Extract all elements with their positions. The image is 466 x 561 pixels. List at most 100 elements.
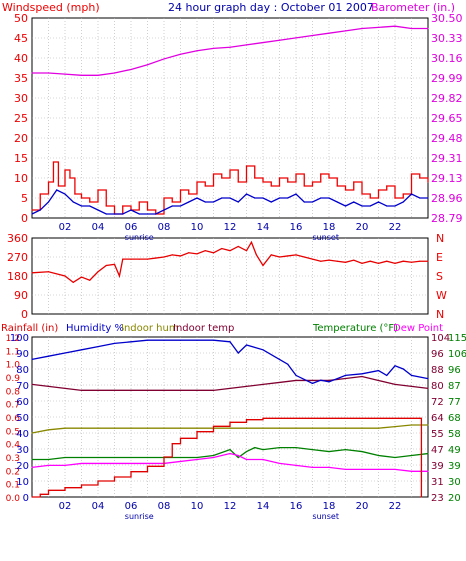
- windspeed-line-point: [130, 209, 132, 211]
- temp-y-tick-right: 77: [448, 397, 461, 408]
- dewpoint-line-point: [196, 458, 198, 461]
- gust-line-point: [188, 193, 190, 195]
- humidity-line-point: [311, 382, 314, 384]
- indoor-hum-line-point: [97, 427, 99, 429]
- windspeed-line-point: [72, 201, 74, 203]
- humidity-line-point: [47, 355, 50, 357]
- humidity-line-point: [386, 374, 388, 376]
- sunrise-label-bottom: sunrise: [125, 512, 154, 521]
- windspeed-line-point: [155, 213, 157, 215]
- barometer-line-point: [196, 50, 198, 52]
- dewpoint-line-point: [377, 468, 380, 470]
- windspeed-line-point: [287, 197, 289, 199]
- direction-line-point: [255, 254, 257, 256]
- indoor-hum-line-point: [64, 427, 66, 429]
- dir-y-tick: 360: [7, 232, 28, 245]
- humidity-line-point: [163, 339, 165, 341]
- humidity-y-tick: 70: [16, 381, 29, 392]
- temperature-line-point: [295, 447, 297, 449]
- indoor-temp-line-point: [229, 387, 231, 389]
- direction-line-point: [394, 262, 396, 264]
- indoor-temp-line-point: [328, 379, 330, 382]
- temperature-line-point: [262, 448, 264, 451]
- direction-line-point: [163, 256, 165, 258]
- bottom-x-tick: 04: [92, 501, 105, 512]
- barometer-line-point: [97, 74, 99, 76]
- indoor-hum-line-point: [245, 427, 248, 429]
- indoor-hum-line-point: [262, 427, 264, 429]
- rainfall-line-point: [113, 476, 116, 478]
- indoor-hum-line-point: [278, 427, 281, 429]
- direction-line-point: [229, 250, 231, 252]
- indoor-temp-line-point: [130, 389, 132, 391]
- direction-line-point: [295, 254, 297, 256]
- windspeed-line-point: [344, 205, 347, 207]
- top-x-tick: 20: [356, 222, 369, 233]
- indoor-hum-line-point: [427, 424, 429, 426]
- temperature-line-point: [410, 454, 413, 457]
- temp-y-tick-right: 58: [448, 429, 461, 440]
- windspeed-line-point: [89, 205, 91, 207]
- barometer-line-point: [394, 25, 396, 27]
- rainfall-line-point: [130, 471, 132, 473]
- rain-y-tick: 0.8: [6, 387, 21, 397]
- temperature-line-point: [196, 456, 198, 459]
- direction-line-point: [237, 245, 239, 248]
- rain-y-tick: 0.7: [6, 401, 20, 411]
- baro-y-tick: 29.99: [431, 72, 463, 85]
- indoor-temp-line-point: [163, 389, 165, 391]
- windspeed-line-point: [39, 209, 41, 211]
- gust-line-point: [163, 197, 165, 199]
- top-x-tick: 12: [224, 222, 237, 233]
- indoor-temp-line-point: [64, 387, 66, 389]
- direction-line-point: [130, 258, 132, 260]
- indoor-temp-line-point: [344, 377, 347, 380]
- baro-y-tick: 29.65: [431, 112, 463, 125]
- direction-line-point: [105, 264, 107, 267]
- rainfall-line-point: [361, 417, 363, 419]
- indoor-hum-line-point: [344, 427, 347, 429]
- wind-axis-title: Windspeed (mph): [2, 1, 100, 14]
- baro-y-tick: 30.33: [431, 32, 463, 45]
- indoor-hum-line-point: [394, 426, 396, 428]
- indoor-temp-line-point: [311, 379, 314, 382]
- rainfall-line-point: [295, 417, 297, 419]
- chart-title: 24 hour graph day : October 01 2007: [168, 1, 374, 14]
- temp-y-tick-left: 31: [431, 477, 444, 488]
- windspeed-line-point: [402, 201, 404, 203]
- humidity-line-point: [344, 374, 347, 376]
- humidity-y-tick: 30: [16, 445, 29, 456]
- gust-line-point: [361, 193, 363, 195]
- gust-line-point: [52, 161, 55, 163]
- barometer-line-point: [31, 72, 33, 74]
- axis-tick-labels: 0 5 10 15 20 25 30 35 40 45 50 28.79 28.96 29.13 29.31…: [6, 12, 466, 521]
- dewpoint-line-point: [64, 464, 66, 466]
- humidity-y-tick: 0: [23, 493, 29, 504]
- barometer-line-point: [130, 68, 132, 71]
- indoor-hum-line-point: [80, 427, 83, 429]
- wind-y-tick: 5: [21, 192, 28, 205]
- temp-y-tick-left: 72: [431, 397, 444, 408]
- indoor-temp-line-point: [31, 383, 33, 386]
- dewpoint-line-point: [361, 468, 363, 470]
- direction-line-point: [97, 271, 99, 273]
- direction-line-point: [336, 260, 338, 262]
- indoor-hum-line-point: [311, 427, 314, 429]
- windspeed-line-point: [336, 201, 338, 203]
- rainfall-line-point: [229, 421, 231, 423]
- rainfall-line-point: [419, 417, 421, 419]
- baro-y-tick: 28.79: [431, 212, 463, 225]
- wind-y-tick: 40: [14, 52, 28, 65]
- humidity-line: [31, 339, 429, 385]
- indoor-hum-line-point: [146, 427, 149, 429]
- gust-line-point: [138, 201, 140, 203]
- direction-line-point: [320, 260, 322, 262]
- dir-y-tick: 180: [7, 270, 28, 283]
- dir-compass-tick: E: [436, 251, 443, 264]
- rain-y-tick: 0.4: [6, 441, 21, 451]
- wind-y-tick: 25: [14, 112, 28, 125]
- gust-line-point: [31, 209, 33, 211]
- indoor-hum-line-point: [377, 427, 380, 429]
- temperature-line-point: [97, 456, 99, 459]
- gust-line-point: [419, 177, 421, 179]
